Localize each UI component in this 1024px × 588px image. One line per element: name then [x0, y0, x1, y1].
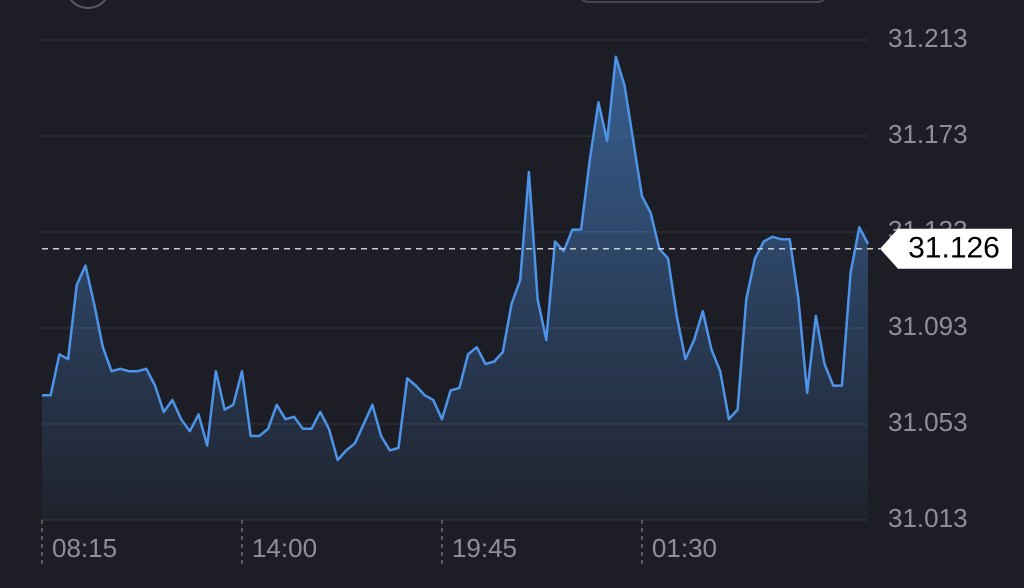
labels: 31.01331.05331.09331.13331.17331.21308:1…: [52, 23, 1012, 563]
y-tick-label: 31.053: [888, 407, 968, 437]
area-fill: [42, 56, 868, 521]
price-line: [42, 55, 870, 462]
y-tick-label: 31.173: [888, 119, 968, 149]
current-price-label: 31.126: [908, 232, 1000, 265]
plot: [42, 55, 880, 521]
top-pill[interactable]: [578, 0, 828, 3]
y-tick-label: 31.013: [888, 503, 968, 533]
x-tick-label: 19:45: [452, 533, 517, 563]
x-tick-label: 14:00: [252, 533, 317, 563]
x-tick-label: 01:30: [652, 533, 717, 563]
y-tick-label: 31.093: [888, 311, 968, 341]
top-button[interactable]: [66, 0, 110, 9]
x-tick-label: 08:15: [52, 533, 117, 563]
y-tick-label: 31.213: [888, 23, 968, 53]
current-price-tag: [880, 228, 1012, 269]
